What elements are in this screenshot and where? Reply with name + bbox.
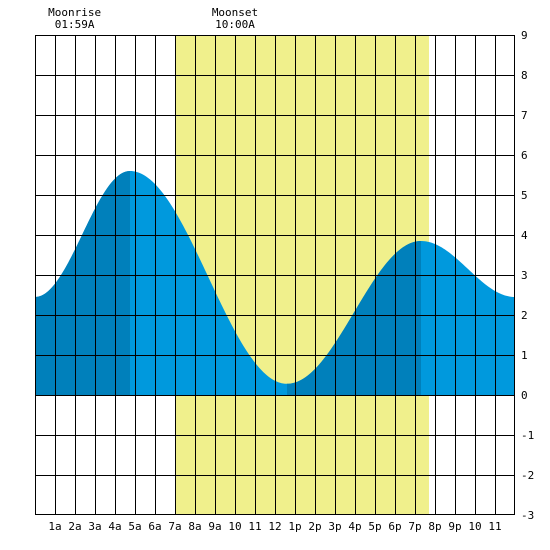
grid bbox=[35, 35, 515, 515]
y-tick-label: 5 bbox=[521, 189, 528, 202]
y-tick-label: 2 bbox=[521, 309, 528, 322]
moonset-label: Moonset bbox=[212, 6, 258, 19]
y-tick-label: 1 bbox=[521, 349, 528, 362]
x-axis-ticks: 1a 2a 3a 4a 5a 6a 7a 8a 9a 10 11 12 1p 2p 3p 4p 5p 6p 7p 8p… bbox=[48, 520, 501, 533]
y-tick-label: -2 bbox=[521, 469, 534, 482]
y-axis-ticks: 9 8 7 6 5 4 3 2 1 0 -1 -2 -3 bbox=[521, 29, 534, 522]
x-tick-label: 5a bbox=[128, 520, 141, 533]
y-tick-label: 4 bbox=[521, 229, 528, 242]
y-tick-label: -3 bbox=[521, 509, 534, 522]
x-tick-label: 5p bbox=[368, 520, 381, 533]
x-tick-label: 8p bbox=[428, 520, 441, 533]
x-tick-label: 7p bbox=[408, 520, 421, 533]
x-tick-label: 11 bbox=[248, 520, 261, 533]
x-tick-label: 6a bbox=[148, 520, 161, 533]
moonrise-label: Moonrise bbox=[48, 6, 101, 19]
y-tick-label: 7 bbox=[521, 109, 528, 122]
tide-area-shade-2 bbox=[287, 241, 421, 395]
x-tick-label: 10 bbox=[228, 520, 241, 533]
moonrise-time: 01:59A bbox=[55, 18, 95, 31]
x-tick-label: 9a bbox=[208, 520, 221, 533]
x-tick-label: 11 bbox=[488, 520, 501, 533]
x-tick-label: 1a bbox=[48, 520, 61, 533]
x-tick-label: 4p bbox=[348, 520, 361, 533]
y-tick-label: -1 bbox=[521, 429, 534, 442]
x-tick-label: 6p bbox=[388, 520, 401, 533]
moonset-time: 10:00A bbox=[215, 18, 255, 31]
y-tick-label: 6 bbox=[521, 149, 528, 162]
x-tick-label: 12 bbox=[268, 520, 281, 533]
x-tick-label: 4a bbox=[108, 520, 121, 533]
x-tick-label: 2p bbox=[308, 520, 321, 533]
x-tick-label: 9p bbox=[448, 520, 461, 533]
x-tick-label: 7a bbox=[168, 520, 181, 533]
y-tick-label: 9 bbox=[521, 29, 528, 42]
x-tick-label: 1p bbox=[288, 520, 301, 533]
y-tick-label: 0 bbox=[521, 389, 528, 402]
x-tick-label: 3a bbox=[88, 520, 101, 533]
y-tick-label: 3 bbox=[521, 269, 528, 282]
x-tick-label: 8a bbox=[188, 520, 201, 533]
x-tick-label: 10 bbox=[468, 520, 481, 533]
y-tick-label: 8 bbox=[521, 69, 528, 82]
x-tick-label: 2a bbox=[68, 520, 81, 533]
tide-area-shade-1 bbox=[35, 171, 130, 395]
x-tick-label: 3p bbox=[328, 520, 341, 533]
